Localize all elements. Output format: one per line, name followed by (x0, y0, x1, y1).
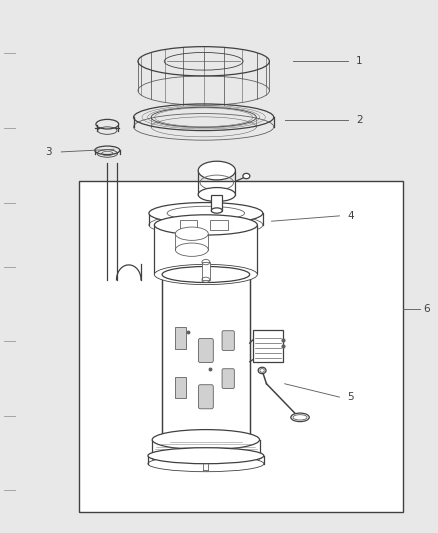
Text: 6: 6 (424, 304, 431, 314)
Bar (210, 220, 228, 230)
Text: 5: 5 (347, 392, 354, 402)
Bar (202, 262, 210, 280)
Ellipse shape (154, 215, 257, 235)
Ellipse shape (258, 367, 266, 374)
Text: 2: 2 (356, 115, 363, 125)
FancyBboxPatch shape (222, 369, 234, 389)
Ellipse shape (148, 456, 264, 472)
Ellipse shape (198, 161, 236, 180)
Bar (154, 225, 257, 274)
Ellipse shape (162, 432, 250, 448)
FancyBboxPatch shape (198, 385, 213, 409)
Ellipse shape (149, 203, 263, 224)
Bar (175, 377, 186, 399)
Ellipse shape (291, 413, 309, 422)
Ellipse shape (148, 448, 264, 464)
Ellipse shape (152, 430, 259, 450)
Bar (79, 181, 403, 512)
Bar (162, 274, 250, 440)
Bar (180, 220, 197, 230)
Bar (211, 195, 222, 211)
Ellipse shape (211, 208, 222, 213)
Bar (253, 330, 283, 362)
Ellipse shape (198, 188, 236, 201)
FancyBboxPatch shape (222, 330, 234, 351)
Ellipse shape (154, 264, 257, 285)
Ellipse shape (175, 243, 208, 256)
Ellipse shape (243, 173, 250, 179)
Text: 1: 1 (356, 56, 363, 66)
Ellipse shape (162, 266, 250, 282)
Text: 4: 4 (347, 211, 354, 221)
Text: 3: 3 (45, 147, 52, 157)
Bar (175, 327, 186, 349)
FancyBboxPatch shape (198, 338, 213, 362)
Ellipse shape (175, 227, 208, 240)
